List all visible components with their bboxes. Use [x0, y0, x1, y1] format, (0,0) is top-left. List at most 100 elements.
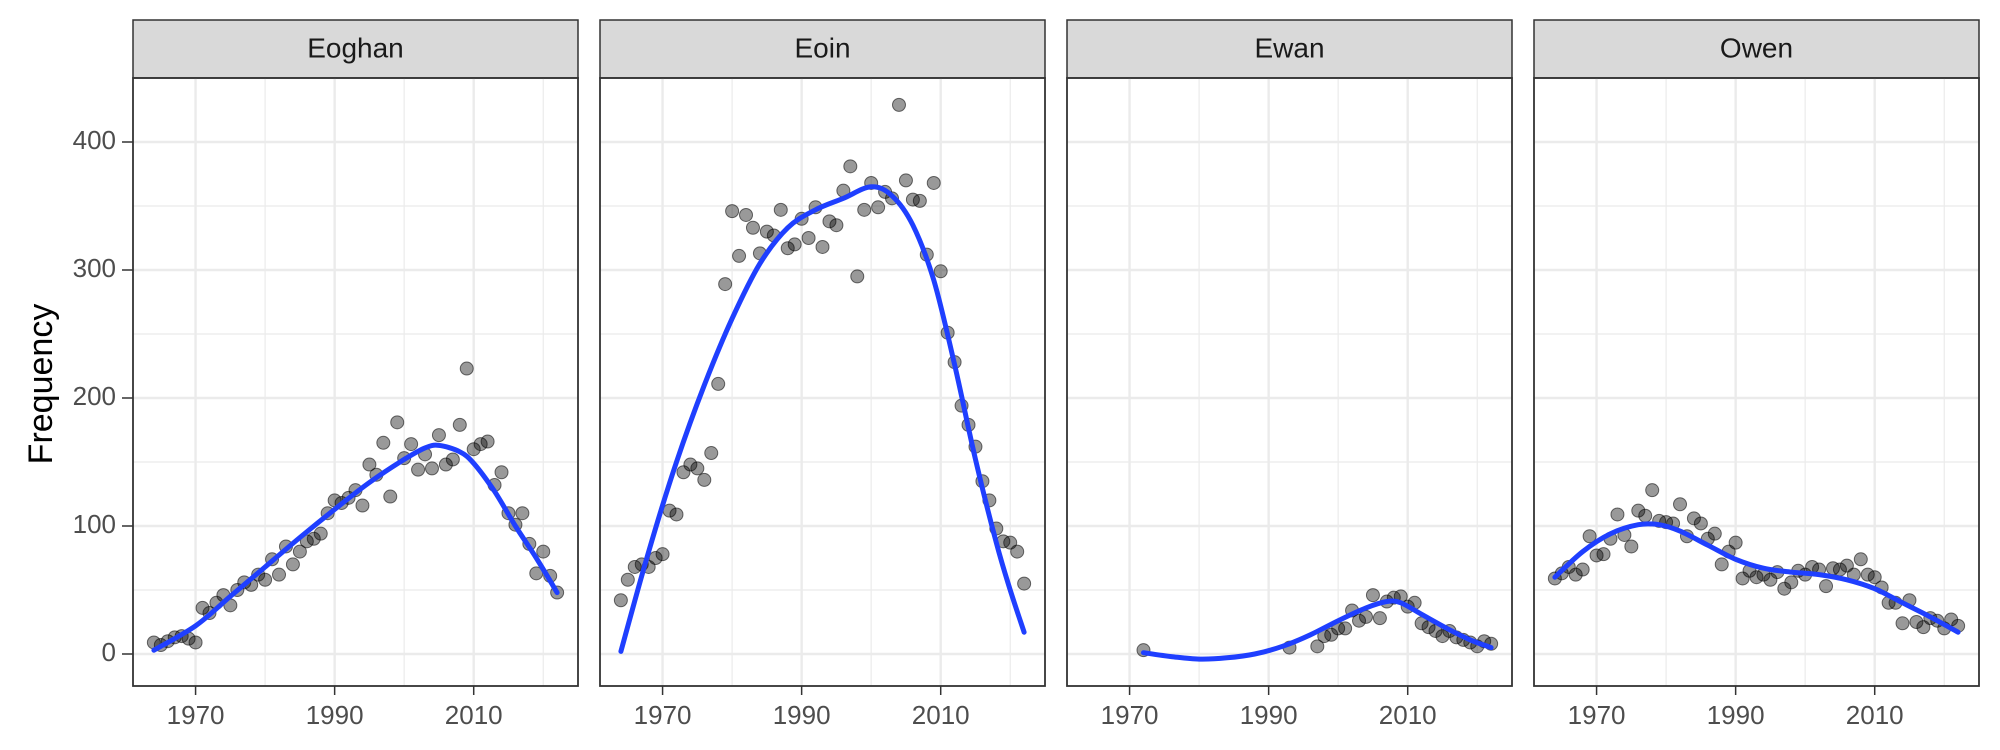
smooth-trend-line: [1141, 598, 1494, 662]
data-point: [1596, 547, 1611, 562]
data-point: [732, 248, 747, 263]
gridlines: [600, 78, 1045, 686]
data-point: [431, 428, 446, 443]
data-point: [195, 600, 210, 615]
data-point: [188, 635, 203, 650]
data-point: [815, 239, 830, 254]
panel-border: [599, 77, 1046, 687]
facet-strip: [1533, 19, 1980, 79]
data-point: [1638, 508, 1653, 523]
data-point: [1853, 552, 1868, 567]
data-point: [362, 457, 377, 472]
data-point: [376, 435, 391, 450]
data-point: [1352, 613, 1367, 628]
data-point: [1631, 503, 1646, 518]
data-point: [258, 572, 273, 587]
data-point: [1589, 548, 1604, 563]
data-point: [404, 437, 419, 452]
smooth-trend-line: [151, 442, 560, 653]
data-point: [1624, 539, 1639, 554]
data-point: [1310, 639, 1325, 654]
facet-panel-owen: Owen 1970 1990 2010: [1533, 19, 1980, 730]
data-points: [1547, 483, 1966, 636]
facet-panel-eoin: Eoin 1970 1990 2010: [599, 19, 1046, 730]
data-point: [1568, 567, 1583, 582]
gridlines: [1067, 78, 1512, 686]
data-point: [912, 193, 927, 208]
data-point: [424, 461, 439, 476]
data-point: [1867, 570, 1882, 585]
data-point: [1895, 616, 1910, 631]
data-point: [829, 218, 844, 233]
data-point: [683, 457, 698, 472]
y-tick-label: 0: [102, 637, 116, 667]
data-point: [313, 526, 328, 541]
data-point: [822, 214, 837, 229]
data-point: [292, 544, 307, 559]
panel-border: [1066, 77, 1513, 687]
data-point: [739, 207, 754, 222]
data-point: [1010, 544, 1025, 559]
facet-strip-label: Eoin: [794, 32, 850, 63]
data-point: [1673, 497, 1688, 512]
data-point: [697, 472, 712, 487]
data-point: [759, 224, 774, 239]
x-tick-label: 1990: [306, 700, 364, 730]
panel-border: [132, 77, 579, 687]
facet-strip: [132, 19, 579, 79]
data-point: [515, 506, 530, 521]
y-tick-label: 200: [73, 381, 116, 411]
data-point: [613, 593, 628, 608]
gridlines: [1534, 78, 1979, 686]
data-point: [850, 269, 865, 284]
x-tick-label: 1970: [634, 700, 692, 730]
y-tick-label: 100: [73, 509, 116, 539]
data-point: [494, 465, 509, 480]
facet-strip: [1066, 19, 1513, 79]
data-point: [1372, 611, 1387, 626]
data-point: [711, 376, 726, 391]
data-point: [459, 361, 474, 376]
y-tick-label: 300: [73, 253, 116, 283]
data-point: [801, 231, 816, 245]
y-axis-title: Frequency: [22, 304, 60, 465]
data-point: [704, 446, 719, 461]
data-point: [1365, 588, 1380, 603]
y-tick-label: 400: [73, 125, 116, 155]
data-point: [1728, 535, 1743, 550]
gridlines: [133, 78, 578, 686]
data-point: [480, 434, 495, 449]
data-point: [1707, 526, 1722, 541]
panel-border: [1533, 77, 1980, 687]
smooth-trend-line: [618, 184, 1027, 654]
data-point: [1610, 507, 1625, 522]
data-point: [1582, 529, 1597, 544]
facet-panel-eoghan: Eoghan 1970 1990 2010: [132, 19, 579, 730]
data-point: [1784, 575, 1799, 590]
data-point: [690, 461, 705, 476]
data-point: [857, 202, 872, 217]
data-point: [745, 220, 760, 235]
data-point: [620, 572, 635, 587]
data-points: [613, 97, 1032, 608]
facet-strip: [599, 19, 1046, 79]
data-point: [1909, 615, 1924, 629]
x-tick-label: 1970: [1101, 700, 1159, 730]
data-point: [1435, 629, 1450, 644]
data-point: [787, 237, 802, 252]
data-point: [1735, 571, 1750, 586]
data-point: [718, 277, 733, 292]
data-point: [1763, 572, 1778, 587]
data-point: [355, 498, 370, 513]
data-point: [445, 452, 460, 467]
data-point: [390, 415, 405, 430]
data-point: [780, 241, 795, 256]
data-point: [898, 173, 913, 188]
data-point: [725, 204, 740, 219]
data-point: [1645, 483, 1660, 498]
data-point: [926, 175, 941, 190]
x-tick-label: 1970: [167, 700, 225, 730]
data-point: [669, 507, 684, 522]
smooth-trend-line: [1552, 521, 1961, 635]
